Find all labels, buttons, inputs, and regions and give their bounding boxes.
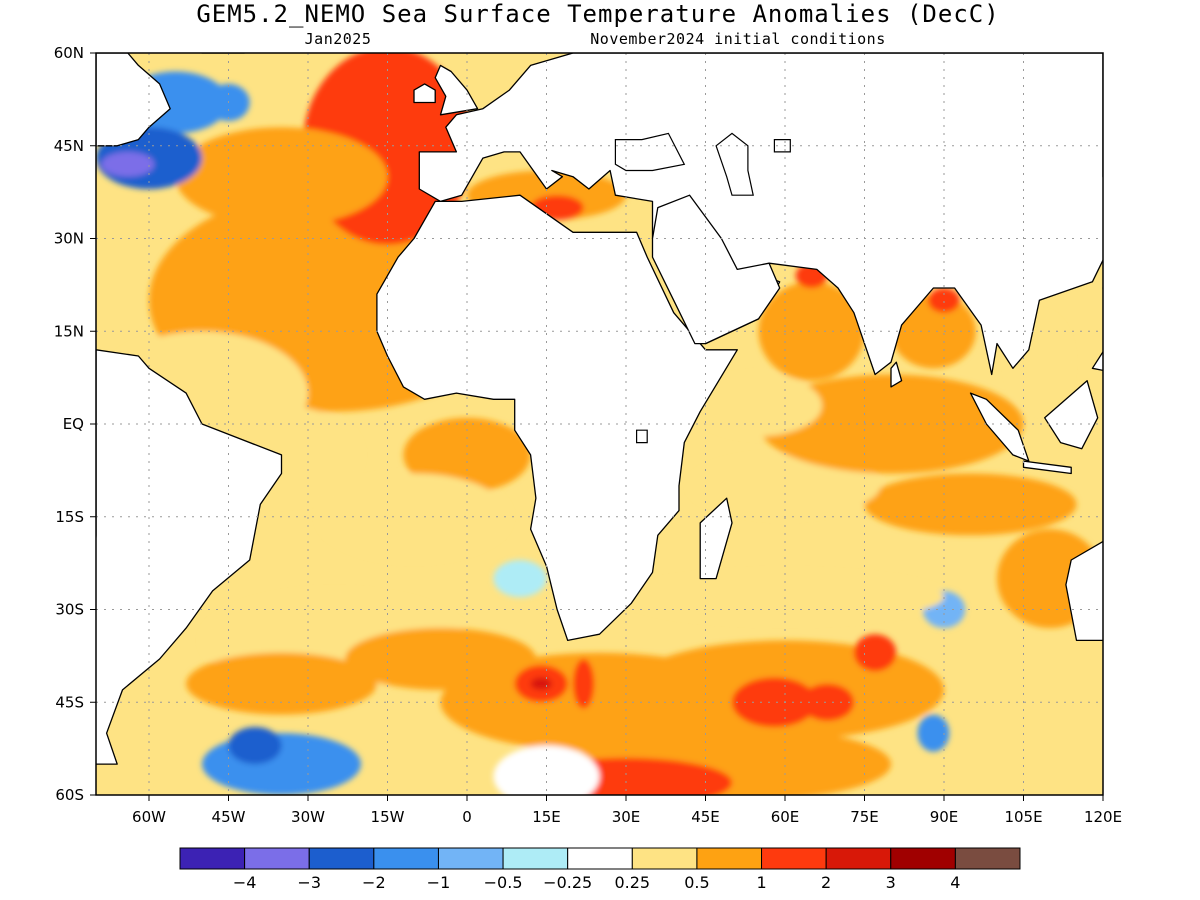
colorbar-label-5: −0.25 bbox=[543, 873, 592, 892]
x-tick-label-60W: 60W bbox=[132, 808, 166, 826]
y-tick-label-EQ: EQ bbox=[63, 415, 84, 433]
x-tick-label-45W: 45W bbox=[212, 808, 246, 826]
colorbar-swatch-10 bbox=[825, 847, 892, 870]
anomaly-region-26 bbox=[493, 745, 600, 795]
lake-black-sea bbox=[614, 132, 686, 172]
land-sumatra bbox=[969, 392, 1030, 462]
anomaly-region-24 bbox=[853, 634, 897, 672]
anomaly-region-27 bbox=[917, 714, 950, 752]
chart-subtitle-forecast-month: Jan2025 bbox=[305, 30, 372, 48]
colorbar-swatch-2 bbox=[308, 847, 375, 870]
land-philippines bbox=[1091, 350, 1103, 372]
x-tick-label-0: 0 bbox=[462, 808, 472, 826]
anomaly-region-34 bbox=[758, 281, 865, 381]
anomaly-region-12 bbox=[186, 652, 377, 715]
x-tick-label-30W: 30W bbox=[291, 808, 325, 826]
colorbar-label-9: 2 bbox=[821, 873, 831, 892]
land-borneo bbox=[1044, 380, 1099, 450]
colorbar-label-8: 1 bbox=[756, 873, 766, 892]
lake-aral-sea bbox=[773, 139, 791, 153]
lake-caspian-sea bbox=[715, 132, 754, 196]
anomaly-region-36 bbox=[928, 287, 960, 313]
x-tick-label-90E: 90E bbox=[930, 808, 959, 826]
x-tick-label-105E: 105E bbox=[1004, 808, 1042, 826]
y-tick-label-60S: 60S bbox=[55, 786, 84, 804]
land-sri-lanka bbox=[890, 361, 903, 388]
colorbar-label-6: 0.25 bbox=[614, 873, 650, 892]
y-tick-label-30S: 30S bbox=[55, 601, 84, 619]
land-north-america bbox=[96, 53, 171, 147]
colorbar-label-10: 3 bbox=[886, 873, 896, 892]
chart-subtitle-initial-conditions: November2024 initial conditions bbox=[590, 30, 885, 48]
colorbar-label-2: −2 bbox=[362, 873, 386, 892]
anomaly-region-29 bbox=[493, 560, 547, 598]
anomaly-region-38 bbox=[758, 374, 1024, 474]
y-tick-label-15N: 15N bbox=[54, 322, 84, 340]
x-tick-label-15E: 15E bbox=[532, 808, 561, 826]
colorbar-swatch-9 bbox=[761, 847, 827, 870]
land-south-america bbox=[96, 349, 283, 765]
colorbar-swatch-3 bbox=[373, 847, 439, 870]
x-tick-label-120E: 120E bbox=[1084, 808, 1122, 826]
y-tick-label-60N: 60N bbox=[54, 44, 84, 62]
x-tick-label-15W: 15W bbox=[371, 808, 405, 826]
land-arabia bbox=[651, 194, 781, 345]
plot-area bbox=[96, 53, 1103, 795]
chart-title: GEM5.2_NEMO Sea Surface Temperature Anom… bbox=[196, 0, 999, 28]
colorbar: −4 −3 −2 −1 −0.5 −0.25 0.25 0.5 1 2 3 4 bbox=[179, 847, 1021, 892]
y-tick-label-15S: 15S bbox=[55, 508, 84, 526]
colorbar-swatch-6 bbox=[567, 847, 633, 870]
anomaly-region-21 bbox=[530, 677, 552, 690]
x-tick-label-30E: 30E bbox=[612, 808, 641, 826]
lake-lake-victoria bbox=[635, 429, 648, 444]
anomaly-region-22 bbox=[732, 677, 817, 727]
land-java bbox=[1022, 460, 1072, 475]
land-taiwan bbox=[1102, 285, 1103, 289]
anomaly-region-31 bbox=[864, 473, 1077, 536]
colorbar-label-7: 0.5 bbox=[684, 873, 709, 892]
land-africa bbox=[376, 194, 738, 642]
colorbar-swatch-0 bbox=[179, 847, 246, 870]
colorbar-label-0: −4 bbox=[233, 873, 257, 892]
colorbar-label-3: −1 bbox=[427, 873, 451, 892]
land-greenland bbox=[201, 53, 246, 54]
anomaly-region-25 bbox=[573, 658, 595, 709]
y-axis-ticks: 60N 45N 30N 15N EQ 15S 30S 45S 60S bbox=[54, 44, 96, 804]
land-masses bbox=[96, 53, 1103, 765]
colorbar-swatch-7 bbox=[631, 847, 698, 870]
anomaly-region-2 bbox=[175, 127, 388, 227]
colorbar-swatch-12 bbox=[954, 847, 1021, 870]
anomaly-region-14 bbox=[202, 733, 361, 795]
y-tick-label-45N: 45N bbox=[54, 137, 84, 155]
colorbar-label-1: −3 bbox=[297, 873, 321, 892]
colorbar-label-4: −0.5 bbox=[484, 873, 523, 892]
land-eurasia bbox=[418, 53, 1103, 376]
land-madagascar bbox=[699, 497, 733, 580]
anomaly-region-39 bbox=[694, 374, 823, 437]
colorbar-swatch-4 bbox=[437, 847, 504, 870]
colorbar-swatch-11 bbox=[890, 847, 956, 870]
anomaly-region-10 bbox=[318, 473, 510, 561]
y-tick-label-45S: 45S bbox=[55, 693, 84, 711]
x-tick-label-60E: 60E bbox=[771, 808, 800, 826]
colorbar-swatch-8 bbox=[696, 847, 763, 870]
colorbar-swatch-1 bbox=[244, 847, 310, 870]
x-axis-ticks: 60W 45W 30W 15W 0 15E 30E 45E 60E 75E 90E 105E 120E bbox=[132, 795, 1122, 826]
land-ireland bbox=[413, 83, 436, 104]
colorbar-label-11: 4 bbox=[950, 873, 960, 892]
anomaly-region-15 bbox=[228, 726, 282, 765]
anomaly-region-5 bbox=[101, 151, 155, 177]
x-tick-label-75E: 75E bbox=[850, 808, 879, 826]
land-australia bbox=[1065, 540, 1103, 642]
x-tick-label-45E: 45E bbox=[691, 808, 720, 826]
anomaly-region-23 bbox=[800, 683, 854, 721]
colorbar-swatch-5 bbox=[502, 847, 569, 870]
y-tick-label-30N: 30N bbox=[54, 230, 84, 248]
